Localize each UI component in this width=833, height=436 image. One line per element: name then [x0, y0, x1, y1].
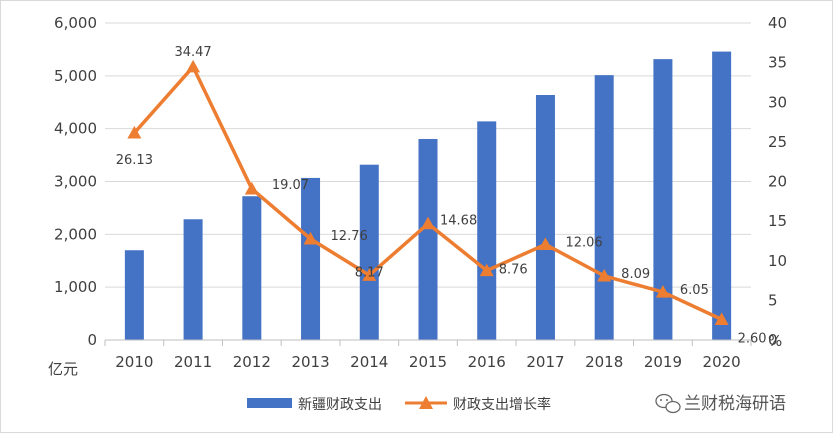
x-tick-label: 2017 [526, 353, 564, 371]
triangle-marker [655, 285, 670, 298]
bar [477, 121, 497, 340]
left-tick-label: 4,000 [54, 120, 97, 138]
left-tick-label: 2,000 [54, 225, 97, 243]
data-label: 8.09 [621, 267, 650, 282]
legend-bar-swatch [247, 398, 292, 408]
x-tick-label: 2019 [644, 353, 682, 371]
bar [301, 177, 321, 340]
triangle-marker [538, 237, 553, 251]
data-label: 6.05 [680, 283, 709, 298]
x-tick-label: 2018 [585, 353, 623, 371]
x-tick-label: 2011 [174, 353, 212, 371]
data-label: 19.07 [272, 178, 309, 193]
bar [242, 196, 262, 340]
left-tick-label: 3,000 [54, 173, 97, 191]
right-tick-label: 40 [768, 14, 787, 32]
bar [418, 138, 438, 340]
left-axis: 0 1,000 2,000 3,000 4,000 5,000 6,000 [54, 14, 97, 349]
x-axis: 2010 2011 2012 2013 2014 2015 2016 2017 2018 2019… [104, 339, 752, 371]
x-tick-label: 2010 [115, 353, 153, 371]
triangle-marker [597, 268, 612, 282]
triangle-marker [127, 125, 142, 139]
legend-triangle-marker [419, 396, 433, 409]
bar [124, 250, 144, 340]
watermark-text: 兰财税海研语 [684, 394, 786, 414]
legend-line-label: 财政支出增长率 [453, 396, 551, 413]
triangle-marker [362, 268, 377, 281]
left-tick-label: 6,000 [54, 14, 97, 32]
right-tick-label: 10 [768, 252, 787, 270]
line-series [127, 59, 729, 325]
right-tick-label: 20 [768, 173, 787, 191]
data-label: 8.17 [355, 265, 384, 280]
triangle-marker [421, 216, 435, 230]
right-tick-label: 25 [768, 133, 787, 151]
triangle-marker [479, 263, 494, 277]
x-tick-label: 2015 [409, 353, 447, 371]
bar [535, 95, 555, 340]
wechat-icon [655, 393, 681, 414]
data-label: 14.68 [440, 214, 477, 229]
data-label: 12.06 [565, 235, 602, 250]
legend: 新疆财政支出 财政支出增长率 [247, 396, 551, 413]
triangle-marker [303, 231, 318, 245]
right-tick-label: 35 [768, 54, 787, 72]
bar [359, 164, 379, 340]
data-label: 26.13 [116, 153, 153, 168]
triangle-marker [714, 312, 729, 325]
right-axis: 0 5 10 15 20 25 30 35 40 [768, 14, 787, 349]
data-label: 8.76 [499, 263, 528, 278]
x-tick-label: 2014 [350, 353, 388, 371]
bar [594, 75, 614, 341]
watermark: 兰财税海研语 [655, 393, 786, 414]
data-labels: 26.13 34.47 19.07 12.76 8.17 14.68 8.76 12.06 8.… [116, 45, 767, 347]
right-tick-label: 30 [768, 93, 787, 111]
bar [653, 59, 673, 340]
right-tick-label: 0 [768, 331, 778, 349]
x-tick-label: 2012 [233, 353, 271, 371]
data-label: 34.47 [174, 45, 211, 60]
left-axis-unit: 亿元 [48, 360, 78, 378]
left-tick-label: 1,000 [54, 278, 97, 296]
x-tick-label: 2020 [703, 353, 741, 371]
left-tick-label: 0 [87, 331, 97, 349]
x-tick-label: 2013 [291, 353, 329, 371]
triangle-marker [244, 181, 259, 195]
bar-series [124, 51, 732, 341]
data-label: 12.76 [331, 229, 368, 244]
triangle-marker [186, 59, 201, 73]
right-tick-label: 15 [768, 212, 787, 230]
bar [183, 219, 203, 340]
bar [712, 51, 732, 341]
x-tick-label: 2016 [468, 353, 506, 371]
legend-bar-label: 新疆财政支出 [298, 397, 382, 413]
right-tick-label: 5 [768, 291, 778, 309]
right-axis-unit: % [768, 332, 782, 350]
data-label: 2.60 [738, 331, 767, 346]
left-tick-label: 5,000 [54, 67, 97, 85]
